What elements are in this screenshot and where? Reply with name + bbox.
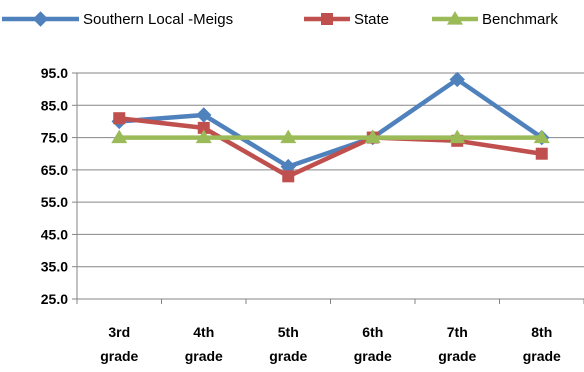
x-tick-label: 8th grade bbox=[523, 324, 561, 364]
y-tick-label: 35.0 bbox=[41, 259, 68, 275]
x-tick-label-line: 6th bbox=[362, 324, 383, 340]
series-benchmark bbox=[111, 129, 550, 144]
legend-item: Southern Local -Meigs bbox=[2, 11, 233, 28]
data-point bbox=[113, 112, 126, 125]
y-axis-tick-labels: 95.0 85.0 75.0 65.0 55.0 45.0 35.0 25.0 bbox=[41, 65, 68, 307]
legend-swatch-marker bbox=[447, 11, 463, 25]
x-tick-label-line: 8th bbox=[531, 324, 552, 340]
data-point bbox=[195, 129, 212, 144]
data-point bbox=[364, 129, 381, 144]
x-tick-label-line: grade bbox=[438, 348, 476, 364]
x-tick-label: 3rd grade bbox=[100, 324, 138, 364]
data-point bbox=[197, 121, 210, 134]
x-tick-label-line: grade bbox=[185, 348, 223, 364]
y-tick-label: 55.0 bbox=[41, 194, 68, 210]
y-tick-label: 45.0 bbox=[41, 226, 68, 242]
series-line bbox=[119, 77, 544, 169]
x-axis-tick-labels: 3rd grade 4th grade 5th grade 6th grade 7th grade… bbox=[100, 324, 561, 364]
axes bbox=[72, 72, 584, 304]
series-state bbox=[113, 112, 548, 183]
legend-item: Benchmark bbox=[432, 11, 558, 28]
y-tick-label: 95.0 bbox=[41, 65, 68, 81]
y-tick-label: 65.0 bbox=[41, 162, 68, 178]
y-tick-label: 75.0 bbox=[41, 130, 68, 146]
x-tick-label-line: 4th bbox=[193, 324, 214, 340]
series bbox=[111, 71, 550, 183]
x-tick-label-line: 5th bbox=[278, 324, 299, 340]
data-point bbox=[449, 129, 466, 144]
legend-label: Southern Local -Meigs bbox=[83, 11, 233, 28]
x-tick-label: 6th grade bbox=[354, 324, 392, 364]
x-tick-label-line: grade bbox=[523, 348, 561, 364]
x-tick-label-line: grade bbox=[100, 348, 138, 364]
data-point bbox=[449, 71, 465, 88]
legend-label: State bbox=[354, 11, 389, 28]
y-tick-label: 85.0 bbox=[41, 97, 68, 113]
legend-swatch-marker bbox=[321, 13, 333, 25]
x-tick-label-line: 3rd bbox=[108, 324, 130, 340]
x-tick-label-line: 7th bbox=[447, 324, 468, 340]
data-point bbox=[111, 129, 128, 144]
legend-item: State bbox=[304, 11, 389, 28]
data-point bbox=[282, 170, 295, 183]
data-point bbox=[533, 129, 550, 144]
x-tick-label: 5th grade bbox=[269, 324, 307, 364]
legend: Southern Local -Meigs State Benchmark bbox=[2, 11, 558, 28]
data-point bbox=[280, 129, 297, 144]
data-point bbox=[535, 147, 548, 160]
x-tick-label: 7th grade bbox=[438, 324, 476, 364]
legend-swatch-marker bbox=[32, 11, 49, 27]
y-tick-label: 25.0 bbox=[41, 291, 68, 307]
legend-label: Benchmark bbox=[482, 11, 558, 28]
x-tick-label-line: grade bbox=[269, 348, 307, 364]
series-line bbox=[118, 115, 543, 179]
x-tick-label: 4th grade bbox=[185, 324, 223, 364]
x-tick-label-line: grade bbox=[354, 348, 392, 364]
gridlines bbox=[77, 72, 584, 300]
